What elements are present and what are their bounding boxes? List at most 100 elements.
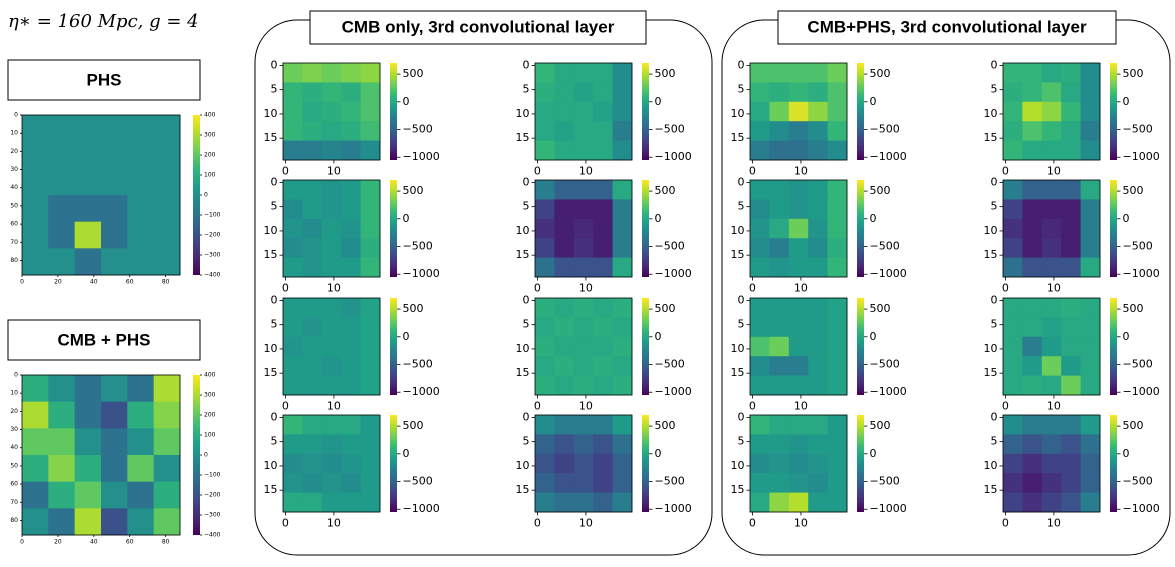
heatmap-cell — [769, 336, 790, 357]
heatmap-cell — [750, 63, 770, 83]
heatmap-cell — [283, 82, 303, 103]
x-tick-label: 10 — [794, 517, 808, 530]
heatmap-cell — [612, 375, 633, 396]
y-tick-label: 0 — [738, 58, 745, 71]
heatmap-cell — [283, 492, 303, 513]
heatmap-cell — [750, 492, 770, 513]
heatmap-cell — [153, 508, 181, 536]
y-tick-label: 10 — [984, 342, 998, 355]
heatmap-cell — [535, 238, 555, 258]
heatmap-cell — [302, 415, 323, 435]
heatmap-cell — [1061, 140, 1081, 161]
heatmap-cell — [1003, 199, 1023, 220]
heatmap-cell — [1041, 140, 1062, 161]
heatmap-cell — [769, 63, 790, 83]
heatmap-cell — [302, 63, 323, 83]
heatmap-cell — [750, 453, 770, 474]
heatmap-cell — [153, 195, 181, 223]
x-tick-label: 0 — [534, 282, 541, 295]
heatmap-cell — [74, 455, 102, 483]
heatmap-cell — [573, 218, 594, 239]
heatmap-cell — [302, 82, 323, 103]
heatmap-cell — [1003, 140, 1023, 161]
heatmap-cell — [612, 140, 633, 161]
axes-frame — [534, 297, 633, 396]
heatmap-cell — [535, 298, 555, 318]
y-tick-label: 70 — [10, 499, 18, 506]
y-tick-label: 15 — [516, 248, 530, 261]
y-tick-label: 20 — [10, 148, 18, 155]
heatmap-cell — [554, 415, 575, 435]
colorbar-tick-label: 0 — [403, 95, 410, 108]
heatmap-cell — [1041, 473, 1062, 493]
heatmap-cell — [1022, 140, 1043, 161]
axes-frame — [21, 374, 181, 536]
heatmap-cell — [554, 492, 575, 513]
heatmap-cell — [1061, 82, 1081, 103]
heatmap-cell — [788, 63, 809, 83]
heatmap-cell — [360, 82, 381, 103]
heatmap-cell — [153, 401, 181, 429]
x-tick-label: 10 — [794, 282, 808, 295]
y-tick-label: 0 — [271, 293, 278, 306]
y-tick-label: 0 — [523, 410, 530, 423]
y-tick-label: 0 — [271, 58, 278, 71]
heatmap-cell — [1080, 218, 1101, 239]
heatmap-cell — [827, 415, 848, 435]
heatmap-cell — [1080, 492, 1101, 513]
heatmap-cell — [769, 238, 790, 258]
colorbar-tick-label: −500 — [403, 123, 433, 136]
heatmap-cell — [827, 473, 848, 493]
heatmap-cell — [788, 453, 809, 474]
heatmap-cell — [612, 121, 633, 141]
heatmap-cell — [827, 434, 848, 455]
heatmap-cell — [302, 298, 323, 318]
heatmap-cell — [1061, 199, 1081, 220]
heatmap-cell — [101, 195, 128, 223]
y-tick-label: 5 — [271, 435, 278, 448]
heatmap-cell — [1003, 218, 1023, 239]
colorbar-tick-label: 100 — [204, 172, 216, 179]
heatmap-cell — [769, 453, 790, 474]
colorbar-tick-label: 0 — [1123, 330, 1130, 343]
y-tick-label: 10 — [516, 459, 530, 472]
heatmap-cell — [808, 101, 828, 122]
heatmap-cell — [535, 415, 555, 435]
colorbar — [642, 415, 649, 512]
heatmap-cell — [1022, 492, 1043, 513]
heatmap-cell — [74, 221, 102, 249]
heatmap-cell — [535, 199, 555, 220]
y-tick-label: 0 — [738, 175, 745, 188]
heatmap-cell — [593, 434, 613, 455]
heatmap-cell — [769, 199, 790, 220]
colorbar-tick-label: −1000 — [870, 267, 907, 280]
heatmap-cell — [101, 481, 128, 509]
heatmap-cell — [827, 140, 848, 161]
colorbar — [390, 298, 397, 395]
heatmap-cell — [302, 180, 323, 200]
heatmap-cell — [153, 455, 181, 483]
heatmap-cell — [593, 336, 613, 357]
colorbar-tick-label: −1000 — [870, 385, 907, 398]
title-box — [309, 10, 647, 45]
x-tick-label: 0 — [749, 400, 756, 413]
colorbar-tick-label: 0 — [870, 330, 877, 343]
heatmap-cell — [360, 356, 381, 376]
heatmap-cell — [573, 121, 594, 141]
heatmap-cell — [1061, 317, 1081, 338]
colorbar-tick-label: 500 — [1123, 419, 1144, 432]
heatmap-cell — [554, 434, 575, 455]
heatmap-cell — [573, 473, 594, 493]
y-tick-label: 10 — [984, 107, 998, 120]
heatmap-cell — [127, 455, 155, 483]
heatmap-cell — [593, 121, 613, 141]
heatmap-cell — [302, 199, 323, 220]
heatmap-cell — [750, 415, 770, 435]
axes-frame — [282, 297, 381, 396]
colorbar-tick-label: −500 — [1123, 475, 1153, 488]
heatmap-cell — [1003, 434, 1023, 455]
y-tick-label: 0 — [991, 410, 998, 423]
colorbar-tick-label: −200 — [204, 492, 221, 499]
colorbar — [390, 63, 397, 160]
heatmap-cell — [101, 248, 128, 276]
